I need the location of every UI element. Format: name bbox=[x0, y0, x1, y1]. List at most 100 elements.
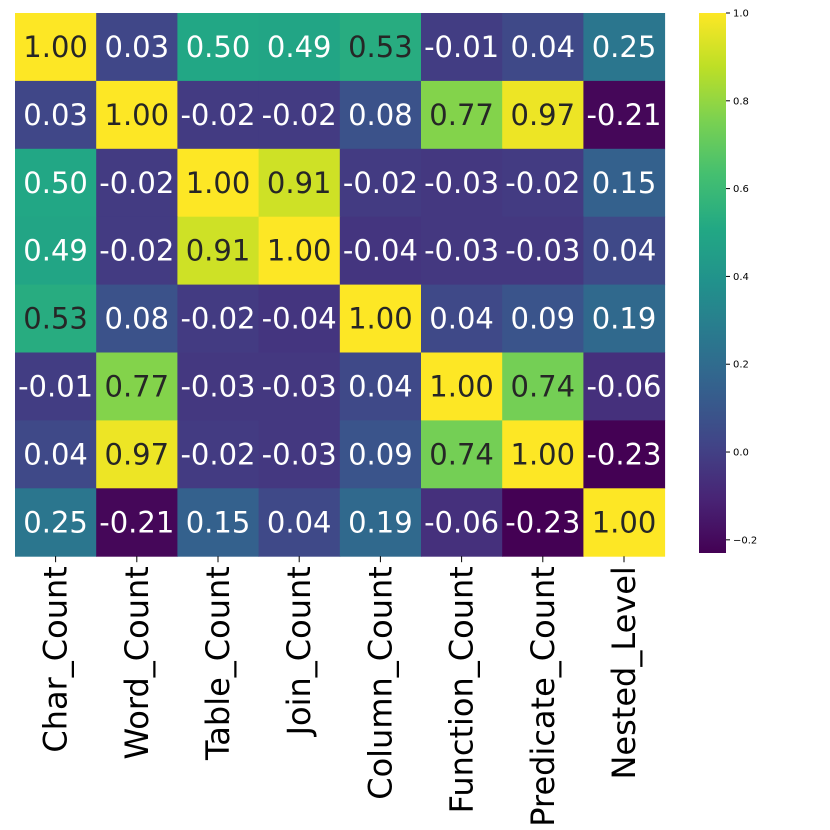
x-axis: Char_Count Word_Count Table_Count Join_Coun… bbox=[37, 556, 643, 827]
heatmap-cell bbox=[583, 284, 666, 353]
heatmap-cell bbox=[258, 216, 341, 286]
cell-value-label: 0.19 bbox=[348, 505, 413, 539]
colorbar-tick-label: 0.0 bbox=[733, 448, 749, 459]
heatmap-cell bbox=[258, 488, 341, 557]
heatmap-cell bbox=[502, 216, 584, 286]
cell-value-label: 0.91 bbox=[267, 166, 332, 200]
cell-value-label: 0.25 bbox=[23, 505, 88, 539]
cell-value-label: 1.00 bbox=[511, 437, 576, 471]
x-tick-label: Join_Count bbox=[280, 566, 318, 737]
x-tick-label: Word_Count bbox=[118, 566, 156, 759]
cell-value-label: -0.21 bbox=[99, 505, 174, 539]
colorbar-tick-label: 0.8 bbox=[733, 96, 749, 107]
heatmap-cell bbox=[15, 216, 97, 286]
heatmap-cell bbox=[502, 284, 584, 353]
heatmap-cell bbox=[421, 13, 503, 82]
cell-value-label: 1.00 bbox=[592, 505, 657, 539]
cell-value-label: 0.50 bbox=[23, 166, 88, 200]
heatmap-cell bbox=[583, 80, 666, 150]
cell-value-label: -0.06 bbox=[424, 505, 499, 539]
heatmap-cell bbox=[96, 488, 178, 557]
cell-value-label: 0.15 bbox=[186, 505, 251, 539]
colorbar-tick-label: −0.2 bbox=[733, 535, 757, 546]
cell-value-label: 1.00 bbox=[429, 369, 494, 403]
heatmap-cell-labels: 1.00 0.03 0.50 0.49 0.53 -0.01 0.04 0.25 0.03 1.0… bbox=[18, 30, 661, 539]
cell-value-label: 0.08 bbox=[348, 98, 413, 132]
cell-value-label: 0.04 bbox=[267, 505, 332, 539]
cell-value-label: -0.03 bbox=[262, 437, 337, 471]
heatmap-cell bbox=[96, 216, 178, 286]
heatmap-cell bbox=[502, 80, 584, 150]
cell-value-label: 0.97 bbox=[511, 98, 576, 132]
x-tick-label: Char_Count bbox=[37, 566, 75, 752]
cell-value-label: 0.04 bbox=[348, 369, 413, 403]
cell-value-label: 1.00 bbox=[186, 166, 251, 200]
heatmap-cell bbox=[583, 13, 666, 82]
heatmap-cell bbox=[339, 216, 422, 286]
cell-value-label: -0.02 bbox=[180, 302, 255, 336]
cell-value-label: -0.03 bbox=[424, 166, 499, 200]
heatmap-cell bbox=[502, 148, 584, 218]
cell-value-label: -0.01 bbox=[424, 30, 499, 64]
cell-value-label: -0.02 bbox=[262, 98, 337, 132]
cell-value-label: 0.04 bbox=[511, 30, 576, 64]
heatmap-cell bbox=[583, 488, 666, 557]
cell-value-label: 0.50 bbox=[186, 30, 251, 64]
cell-value-label: 1.00 bbox=[267, 234, 332, 268]
heatmap-cell bbox=[96, 13, 178, 82]
cell-value-label: 0.49 bbox=[23, 234, 88, 268]
heatmap-cell bbox=[15, 488, 97, 557]
heatmap-cell bbox=[421, 216, 503, 286]
heatmap-cell bbox=[177, 284, 260, 353]
heatmap-cell bbox=[177, 488, 260, 557]
cell-value-label: 1.00 bbox=[23, 30, 88, 64]
cell-value-label: -0.01 bbox=[18, 369, 93, 403]
cell-value-label: 0.09 bbox=[511, 302, 576, 336]
colorbar-tick-label: 0.2 bbox=[733, 360, 749, 371]
heatmap-cell bbox=[258, 284, 341, 353]
heatmap-cell bbox=[177, 216, 260, 286]
heatmap-cell bbox=[258, 352, 341, 421]
cell-value-label: 0.25 bbox=[592, 30, 657, 64]
heatmap-cell bbox=[583, 352, 666, 421]
cell-value-label: 0.19 bbox=[592, 302, 657, 336]
cell-value-label: -0.04 bbox=[262, 302, 337, 336]
heatmap-cell bbox=[258, 148, 341, 218]
colorbar: −0.2 0.0 0.2 0.4 0.6 0.8 1.0 bbox=[699, 9, 757, 553]
colorbar-tick-label: 0.6 bbox=[733, 184, 749, 195]
heatmap-cell bbox=[421, 488, 503, 557]
heatmap-cell bbox=[15, 148, 97, 218]
cell-value-label: -0.02 bbox=[343, 166, 418, 200]
cell-value-label: 1.00 bbox=[348, 302, 413, 336]
colorbar-tick-label: 0.4 bbox=[733, 272, 749, 283]
heatmap-cell bbox=[583, 420, 666, 489]
heatmap-cell bbox=[339, 13, 422, 82]
heatmap-cell bbox=[96, 352, 178, 421]
heatmap-cell bbox=[502, 352, 584, 421]
cell-value-label: -0.04 bbox=[343, 234, 418, 268]
cell-value-label: 0.15 bbox=[592, 166, 657, 200]
heatmap-cell bbox=[258, 80, 341, 150]
heatmap-cell bbox=[421, 420, 503, 489]
heatmap-cell bbox=[421, 80, 503, 150]
cell-value-label: -0.02 bbox=[180, 437, 255, 471]
heatmap-cell bbox=[583, 148, 666, 218]
cell-value-label: -0.03 bbox=[424, 234, 499, 268]
cell-value-label: 0.04 bbox=[592, 234, 657, 268]
heatmap-cell bbox=[177, 420, 260, 489]
cell-value-label: 0.77 bbox=[429, 98, 494, 132]
cell-value-label: 0.03 bbox=[105, 30, 170, 64]
heatmap-cell bbox=[96, 420, 178, 489]
heatmap-cells bbox=[15, 13, 666, 557]
heatmap-cell bbox=[339, 148, 422, 218]
heatmap-cell bbox=[177, 148, 260, 218]
heatmap-cell bbox=[339, 352, 422, 421]
heatmap-cell bbox=[15, 420, 97, 489]
heatmap-cell bbox=[96, 148, 178, 218]
cell-value-label: 0.04 bbox=[23, 437, 88, 471]
colorbar-gradient bbox=[699, 13, 726, 553]
heatmap-cell bbox=[583, 216, 666, 286]
heatmap-cell bbox=[421, 284, 503, 353]
heatmap-cell bbox=[258, 13, 341, 82]
